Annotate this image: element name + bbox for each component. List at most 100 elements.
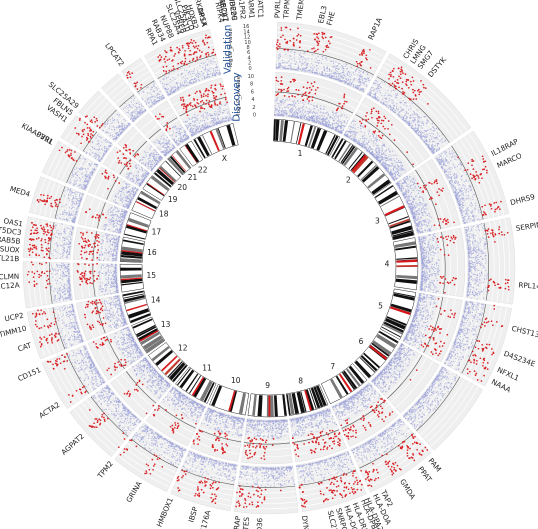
snp-point — [301, 471, 303, 473]
grid-ring — [168, 391, 203, 414]
snp-point — [375, 80, 377, 82]
snp-point — [356, 452, 358, 454]
snp-point — [359, 446, 361, 448]
snp-point — [234, 466, 236, 468]
snp-point — [426, 393, 428, 395]
snp-point — [473, 225, 475, 227]
snp-point — [460, 203, 462, 205]
snp-point — [107, 403, 109, 405]
threshold-line — [97, 202, 106, 229]
snp-point — [434, 399, 436, 401]
snp-point — [349, 84, 351, 86]
significant-point — [467, 359, 470, 362]
snp-point — [477, 285, 479, 287]
snp-point — [418, 116, 420, 118]
snp-point — [469, 240, 471, 242]
snp-point — [335, 61, 337, 63]
snp-point — [370, 456, 372, 458]
grid-ring — [380, 350, 415, 392]
grid-ring — [121, 159, 133, 176]
snp-point — [476, 311, 478, 313]
snp-point — [320, 465, 322, 467]
snp-point — [311, 474, 313, 476]
significant-point — [491, 229, 494, 232]
significant-point — [352, 475, 354, 477]
snp-point — [321, 473, 323, 476]
snp-point — [477, 274, 479, 276]
snp-point — [337, 465, 339, 467]
snp-point — [170, 461, 172, 463]
snp-point — [390, 429, 392, 431]
snp-point — [458, 331, 460, 333]
snp-point — [393, 425, 395, 427]
snp-point — [429, 409, 431, 411]
significant-point — [292, 37, 295, 40]
snp-point — [147, 437, 150, 439]
snp-point — [461, 197, 463, 199]
snp-point — [437, 390, 439, 393]
snp-point — [288, 64, 290, 67]
significant-point — [126, 449, 129, 451]
snp-point — [408, 109, 410, 111]
significant-point — [241, 488, 244, 491]
significant-point — [484, 346, 487, 349]
snp-point — [252, 468, 254, 470]
snp-point — [363, 70, 365, 73]
snp-point — [198, 456, 200, 458]
significant-point — [236, 491, 238, 494]
snp-point — [428, 400, 430, 402]
snp-point — [473, 329, 475, 331]
snp-point — [471, 250, 473, 252]
snp-point — [459, 330, 461, 332]
snp-point — [448, 382, 450, 384]
snp-point — [185, 449, 187, 451]
significant-point — [255, 489, 258, 492]
snp-point — [476, 320, 478, 322]
snp-point — [456, 175, 458, 177]
grid-ring — [115, 378, 149, 414]
snp-point — [264, 478, 266, 480]
snp-point — [456, 165, 458, 167]
snp-point — [466, 222, 468, 224]
grid-ring — [246, 425, 288, 428]
snp-point — [254, 466, 256, 469]
snp-point — [480, 264, 482, 266]
snp-point — [360, 78, 362, 80]
snp-point — [277, 468, 279, 470]
snp-point — [462, 316, 464, 318]
snp-point — [373, 90, 375, 92]
snp-point — [474, 250, 476, 252]
significant-point — [300, 497, 303, 500]
snp-point — [353, 78, 355, 80]
snp-point — [480, 262, 482, 264]
snp-point — [229, 474, 231, 476]
snp-point — [421, 138, 423, 140]
grid-ring — [178, 474, 234, 491]
significant-point — [396, 79, 399, 81]
snp-point — [300, 56, 302, 59]
snp-point — [424, 397, 426, 399]
snp-point — [358, 85, 360, 87]
significant-point — [365, 471, 367, 474]
significant-point — [400, 66, 403, 69]
snp-point — [268, 468, 270, 470]
snp-point — [463, 327, 465, 329]
snp-point — [410, 114, 412, 116]
snp-point — [233, 467, 235, 470]
snp-point — [158, 454, 160, 456]
significant-point — [491, 231, 494, 234]
snp-point — [181, 451, 183, 453]
snp-point — [481, 249, 483, 251]
snp-point — [468, 215, 470, 217]
snp-point — [436, 144, 439, 146]
grid-ring — [292, 427, 339, 441]
snp-point — [391, 427, 393, 430]
snp-point — [421, 417, 423, 419]
snp-point — [430, 403, 432, 405]
snp-point — [273, 485, 276, 487]
snp-point — [455, 368, 457, 371]
snp-point — [390, 95, 392, 97]
snp-point — [229, 471, 231, 473]
snp-point — [465, 212, 467, 214]
snp-point — [372, 453, 375, 455]
